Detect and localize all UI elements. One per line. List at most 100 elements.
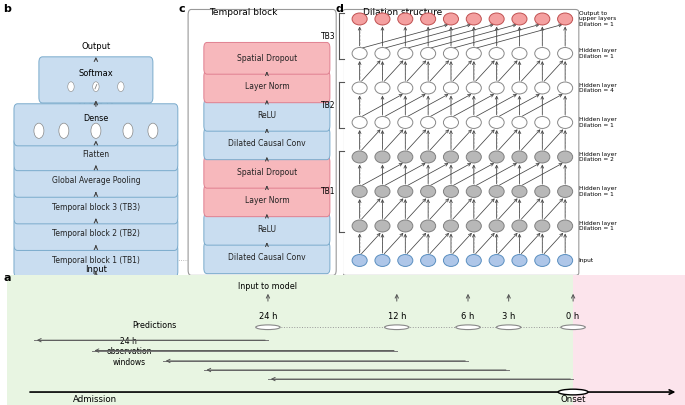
Text: ReLU: ReLU	[258, 225, 276, 234]
Circle shape	[456, 325, 480, 330]
Circle shape	[91, 123, 101, 139]
Text: Dilated Causal Conv: Dilated Causal Conv	[228, 139, 306, 148]
Circle shape	[352, 117, 367, 128]
Text: Input: Input	[85, 265, 107, 274]
Circle shape	[421, 13, 436, 25]
Circle shape	[375, 185, 390, 198]
Circle shape	[489, 13, 504, 25]
Circle shape	[558, 220, 573, 232]
FancyBboxPatch shape	[14, 244, 178, 277]
Circle shape	[443, 151, 458, 163]
Text: Onset: Onset	[560, 395, 586, 404]
Text: 24 h: 24 h	[259, 312, 277, 321]
Text: d: d	[336, 4, 343, 14]
FancyBboxPatch shape	[204, 242, 330, 274]
Circle shape	[466, 151, 482, 163]
Text: Hidden layer
Dilation = 1: Hidden layer Dilation = 1	[579, 48, 616, 59]
Text: Dilated Causal Conv: Dilated Causal Conv	[228, 253, 306, 262]
Circle shape	[466, 82, 482, 94]
Circle shape	[466, 220, 482, 232]
Text: 3 h: 3 h	[502, 312, 515, 321]
Circle shape	[352, 185, 367, 198]
FancyBboxPatch shape	[14, 217, 178, 250]
Text: ReLU: ReLU	[258, 111, 276, 120]
FancyBboxPatch shape	[204, 71, 330, 103]
Text: 12 h: 12 h	[388, 312, 406, 321]
FancyBboxPatch shape	[14, 104, 178, 146]
Text: Input: Input	[579, 258, 594, 263]
Circle shape	[352, 220, 367, 232]
Circle shape	[398, 220, 413, 232]
Circle shape	[421, 151, 436, 163]
FancyBboxPatch shape	[14, 191, 178, 224]
Circle shape	[398, 13, 413, 25]
Text: 0 h: 0 h	[566, 312, 580, 321]
Circle shape	[398, 117, 413, 128]
Circle shape	[148, 123, 158, 139]
Circle shape	[398, 82, 413, 94]
Circle shape	[443, 117, 458, 128]
Circle shape	[466, 13, 482, 25]
Circle shape	[443, 47, 458, 60]
Circle shape	[375, 13, 390, 25]
Circle shape	[398, 185, 413, 198]
Text: Hidden layer
Dilation = 1: Hidden layer Dilation = 1	[579, 221, 616, 231]
FancyBboxPatch shape	[204, 128, 330, 160]
Text: Dilation structure: Dilation structure	[363, 8, 443, 17]
Circle shape	[512, 151, 527, 163]
Circle shape	[535, 13, 550, 25]
Text: TB1: TB1	[321, 187, 336, 196]
Circle shape	[443, 220, 458, 232]
Text: Layer Norm: Layer Norm	[245, 196, 289, 205]
Circle shape	[375, 254, 390, 266]
Bar	[7, 275, 573, 405]
Text: Spatial Dropout: Spatial Dropout	[237, 54, 297, 63]
Circle shape	[421, 117, 436, 128]
Circle shape	[512, 220, 527, 232]
Circle shape	[558, 254, 573, 266]
Circle shape	[535, 185, 550, 198]
Circle shape	[123, 123, 133, 139]
Circle shape	[535, 82, 550, 94]
Circle shape	[398, 47, 413, 60]
Circle shape	[256, 325, 280, 330]
Text: Flatten: Flatten	[82, 149, 110, 159]
Text: Hidden layer
Dilation = 4: Hidden layer Dilation = 4	[579, 83, 616, 94]
Circle shape	[421, 254, 436, 266]
FancyBboxPatch shape	[204, 185, 330, 217]
Circle shape	[512, 254, 527, 266]
FancyBboxPatch shape	[14, 164, 178, 197]
FancyBboxPatch shape	[204, 43, 330, 74]
Text: Dense: Dense	[84, 113, 108, 123]
Circle shape	[466, 185, 482, 198]
Circle shape	[512, 185, 527, 198]
Circle shape	[352, 254, 367, 266]
Circle shape	[421, 47, 436, 60]
Circle shape	[466, 47, 482, 60]
Circle shape	[375, 47, 390, 60]
Circle shape	[489, 151, 504, 163]
Circle shape	[558, 185, 573, 198]
Circle shape	[489, 117, 504, 128]
Circle shape	[466, 117, 482, 128]
Circle shape	[443, 185, 458, 198]
Circle shape	[561, 325, 585, 330]
Text: Predictions: Predictions	[132, 322, 176, 330]
Text: Spatial Dropout: Spatial Dropout	[237, 168, 297, 177]
Circle shape	[512, 47, 527, 60]
Circle shape	[352, 151, 367, 163]
Text: Layer Norm: Layer Norm	[245, 82, 289, 91]
Text: Input to model: Input to model	[238, 282, 297, 291]
Circle shape	[489, 185, 504, 198]
Circle shape	[34, 123, 44, 139]
FancyBboxPatch shape	[204, 156, 330, 188]
Text: Output: Output	[82, 43, 110, 51]
Circle shape	[443, 254, 458, 266]
Circle shape	[512, 117, 527, 128]
FancyBboxPatch shape	[14, 138, 178, 171]
Text: Temporal block: Temporal block	[208, 8, 277, 17]
Circle shape	[466, 254, 482, 266]
Circle shape	[375, 151, 390, 163]
Circle shape	[558, 47, 573, 60]
Circle shape	[398, 151, 413, 163]
